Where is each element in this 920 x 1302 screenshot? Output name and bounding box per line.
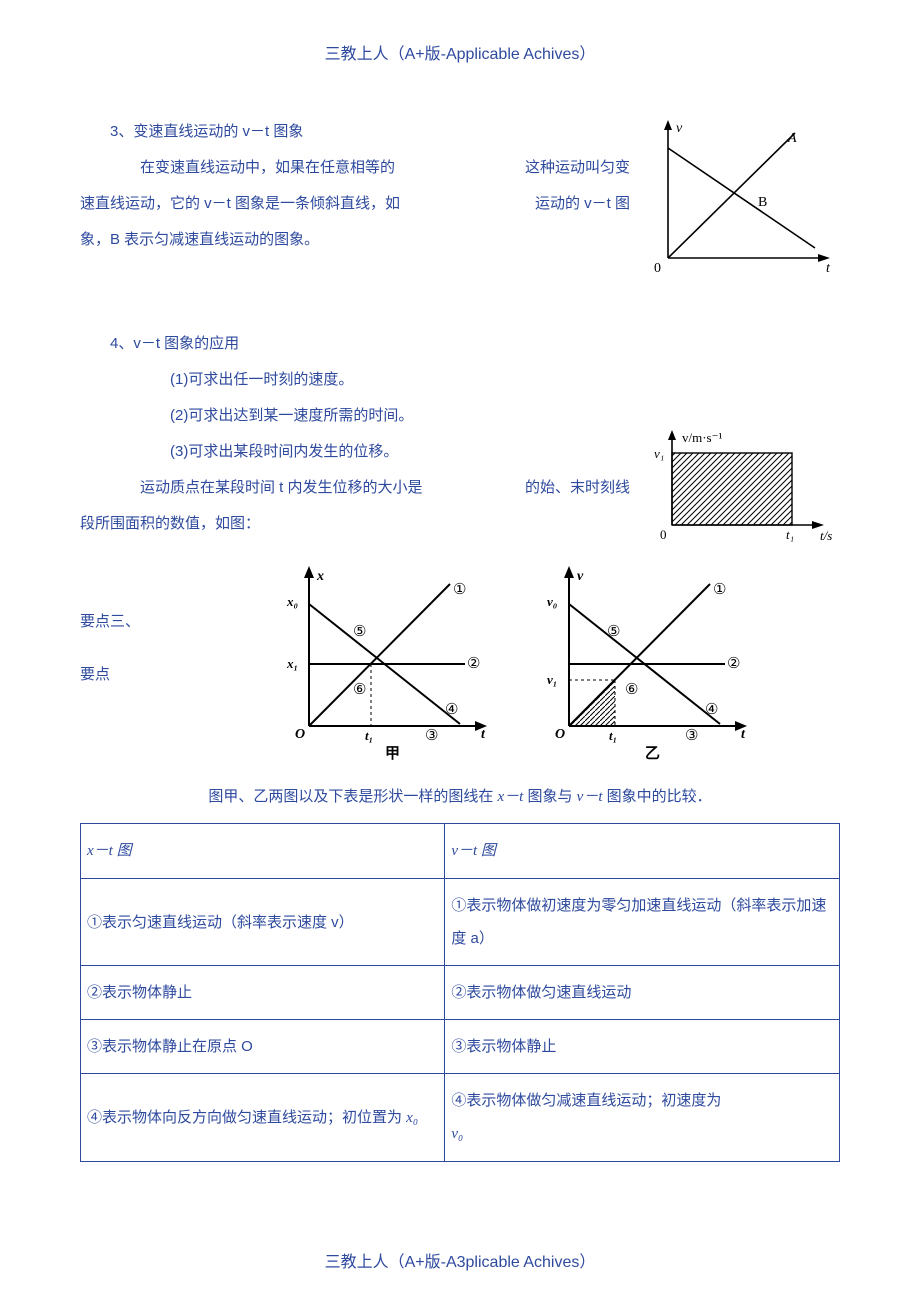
table-row: ②表示物体静止 ②表示物体做匀速直线运动 <box>81 966 840 1020</box>
side-label-a: 要点三、 <box>80 596 180 649</box>
sec3-l1b: 这种运动叫匀变 <box>525 150 630 186</box>
vt-ab-svg: ν t 0 A B <box>640 118 840 278</box>
jia-x: t <box>481 727 486 742</box>
jia-x0: x₀ <box>286 594 298 609</box>
yi-c1: ① <box>713 582 726 598</box>
side-labels: 要点三、 要点 <box>80 566 180 701</box>
area-t1: t₁ <box>786 527 794 542</box>
yi-c3: ③ <box>685 728 698 744</box>
jia-y: x <box>316 569 324 584</box>
table-row: ③表示物体静止在原点 O ③表示物体静止 <box>81 1020 840 1074</box>
footer-b: plicable Achives） <box>466 1254 596 1271</box>
axis-y-label: ν <box>676 121 683 136</box>
r1r: ①表示物体做初速度为零匀加速直线运动（斜率表示加速度 a） <box>445 879 840 966</box>
r4r-b: v₀ <box>451 1126 463 1142</box>
r4l: ④表示物体向反方向做匀速直线运动；初位置为 x₀ <box>81 1074 445 1162</box>
footer-pagenum: 3 <box>457 1254 466 1271</box>
jia-yi-row: 要点三、 要点 x t O <box>80 566 840 761</box>
yi-cap: 乙 <box>645 746 660 761</box>
sec3-l1a: 在变速直线运动中，如果在任意相等的 <box>80 150 395 186</box>
axis-origin: 0 <box>654 261 661 276</box>
sec4-p1b: 的始、末时刻线 <box>525 470 630 506</box>
jia-x1: x₁ <box>286 656 298 671</box>
cap-xt: x－t <box>498 789 524 805</box>
yi-origin: O <box>555 727 565 742</box>
comparison-table: x－t 图 v－t 图 ①表示匀速直线运动（斜率表示速度 v） ①表示物体做初速… <box>80 823 840 1162</box>
sec4-i1: (1)可求出任一时刻的速度。 <box>80 362 840 398</box>
r3l: ③表示物体静止在原点 O <box>81 1020 445 1074</box>
cap-vt: v－t <box>577 789 603 805</box>
r3r: ③表示物体静止 <box>445 1020 840 1074</box>
jia-cap: 甲 <box>385 745 400 761</box>
jia-origin: O <box>295 727 305 742</box>
th-right: v－t 图 <box>445 824 840 879</box>
footer-a: 三教上人（A+版-A <box>325 1254 457 1271</box>
yi-c2: ② <box>727 656 740 672</box>
area-ylab: v/m·s⁻¹ <box>682 430 722 445</box>
axis-x-label: t <box>826 261 831 276</box>
r2l: ②表示物体静止 <box>81 966 445 1020</box>
label-A: A <box>787 131 797 146</box>
yi-c6: ⑥ <box>625 682 638 698</box>
figure-yi: v t O v₀ v₁ t₁ ① ② ③ ④ ⑤ ⑥ 乙 <box>535 566 755 761</box>
figure-caption: 图甲、乙两图以及下表是形状一样的图线在 x－t 图象与 v－t 图象中的比较． <box>80 779 840 815</box>
page-header: 三教上人（A+版-Applicable Achives） <box>80 40 840 64</box>
area-svg: v/m·s⁻¹ t/s 0 v₁ t₁ <box>640 428 840 548</box>
th-left: x－t 图 <box>81 824 445 879</box>
yi-c4: ④ <box>705 702 718 718</box>
area-origin: 0 <box>660 527 667 542</box>
page-footer: 三教上人（A+版-A3plicable Achives） <box>0 1248 920 1272</box>
sec3-l2b: 运动的 v－t 图 <box>535 186 630 222</box>
jia-t1: t₁ <box>365 728 373 743</box>
r4l-b: x₀ <box>406 1110 418 1126</box>
yi-x: t <box>741 727 746 742</box>
r4r: ④表示物体做匀减速直线运动；初速度为 v₀ <box>445 1074 840 1162</box>
jia-c1: ① <box>453 582 466 598</box>
jia-c2: ② <box>467 656 480 672</box>
th-right-txt: v－t 图 <box>451 843 496 859</box>
r1l: ①表示匀速直线运动（斜率表示速度 v） <box>81 879 445 966</box>
table-row: ④表示物体向反方向做匀速直线运动；初位置为 x₀ ④表示物体做匀减速直线运动；初… <box>81 1074 840 1162</box>
table-row: x－t 图 v－t 图 <box>81 824 840 879</box>
r4l-a: ④表示物体向反方向做匀速直线运动；初位置为 <box>87 1109 406 1126</box>
main-content: ν t 0 A B 3、变速直线运动的 v－t 图象 在变速直线运动中，如果在任… <box>80 114 840 1162</box>
sec4-p1a: 运动质点在某段时间 t 内发生位移的大小是 <box>80 470 423 506</box>
sec3-l3: 象，B 表示匀减速直线运动的图象。 <box>80 231 319 248</box>
table-row: ①表示匀速直线运动（斜率表示速度 v） ①表示物体做初速度为零匀加速直线运动（斜… <box>81 879 840 966</box>
figure-vt-ab: ν t 0 A B <box>640 118 840 292</box>
figure-jia: x t O x₀ x₁ t₁ ① ② ③ ④ ⑤ ⑥ 甲 <box>275 566 495 761</box>
sec4-heading: 4、v－t 图象的应用 <box>80 326 840 362</box>
jia-c3: ③ <box>425 728 438 744</box>
yi-t1: t₁ <box>609 728 617 743</box>
yi-v1: v₁ <box>547 672 557 687</box>
th-left-txt: x－t 图 <box>87 843 132 859</box>
r4r-a: ④表示物体做匀减速直线运动；初速度为 <box>451 1092 721 1109</box>
area-xlab: t/s <box>820 528 832 543</box>
yi-y: v <box>577 569 584 584</box>
cap-a: 图甲、乙两图以及下表是形状一样的图线在 <box>208 788 497 805</box>
jia-c6: ⑥ <box>353 682 366 698</box>
side-label-b: 要点 <box>80 649 180 702</box>
cap-c: 图象中的比较． <box>603 788 712 805</box>
r2r: ②表示物体做匀速直线运动 <box>445 966 840 1020</box>
label-B: B <box>758 195 767 210</box>
figure-area: v/m·s⁻¹ t/s 0 v₁ t₁ <box>640 428 840 562</box>
cap-b: 图象与 <box>523 788 576 805</box>
jia-c5: ⑤ <box>353 624 366 640</box>
area-v1: v₁ <box>654 446 664 461</box>
sec3-l2a: 速直线运动，它的 v－t 图象是一条倾斜直线，如 <box>80 195 400 212</box>
yi-v0: v₀ <box>547 594 557 609</box>
yi-c5: ⑤ <box>607 624 620 640</box>
jia-c4: ④ <box>445 702 458 718</box>
